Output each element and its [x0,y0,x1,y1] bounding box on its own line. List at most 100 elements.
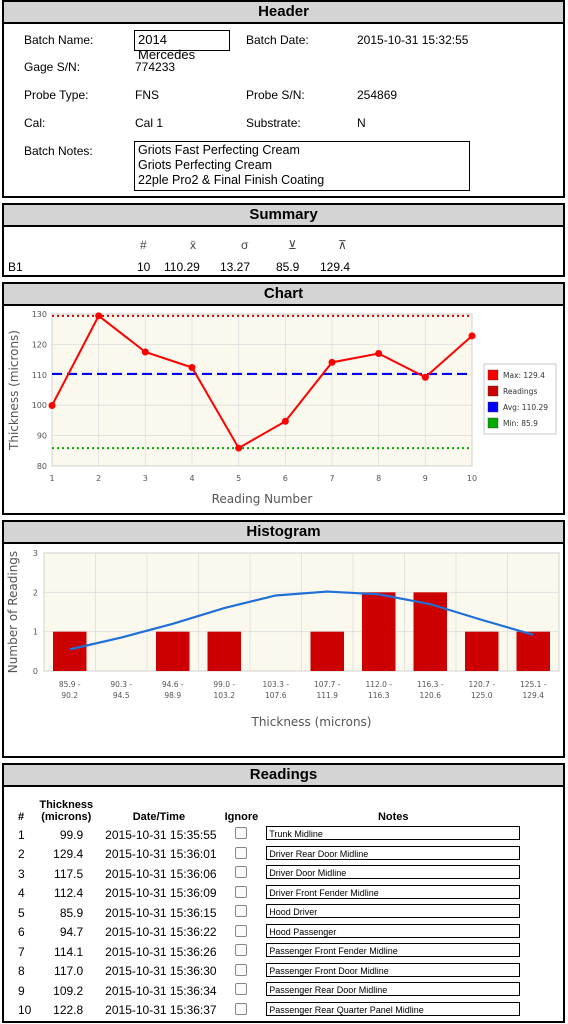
ignore-checkbox[interactable] [235,905,248,918]
reading-datetime: 2015-10-31 15:36:06 [105,866,217,881]
y-axis-label: Number of Readings [6,551,20,673]
reading-number: 3 [18,866,25,881]
summary-mean: 110.29 [164,260,200,274]
reading-note-field[interactable]: Passenger Rear Quarter Panel Midline [266,1001,521,1016]
data-point [281,417,289,425]
reading-datetime: 2015-10-31 15:36:34 [105,983,217,998]
reading-thickness: 129.4 [53,847,84,862]
header-title: Header [4,2,563,24]
col-datetime-header: Date/Time [132,811,186,823]
reading-number: 2 [18,847,25,862]
histogram-bar [516,631,550,671]
legend-swatch [487,385,499,397]
ignore-checkbox[interactable] [235,827,248,840]
x-tick-label: 8 [376,474,381,483]
reading-note-cell: Trunk Midline [262,825,524,845]
ignore-checkbox[interactable] [235,924,248,937]
reading-note-field[interactable]: Driver Rear Door Midline [266,845,521,860]
batch-notes-field[interactable]: Griots Fast Perfecting Cream Griots Perf… [134,141,470,191]
data-point [95,312,103,320]
batch-date-value: 2015-10-31 15:32:55 [357,33,469,47]
ignore-checkbox[interactable] [235,846,248,859]
histogram-bar [310,631,344,671]
ignore-cell [221,903,263,923]
batch-note-line: Griots Perfecting Cream [138,158,273,172]
ignore-cell [221,884,263,904]
x-tick-label: 2 [96,474,101,483]
reading-note-field[interactable]: Driver Door Midline [266,865,521,880]
line-chart: 1 2 3 4 5 6 7 8 9 10 80 90 100 110 120 130 Thickness (mi… [7,310,557,506]
chart-panel: Chart 1 2 3 4 5 6 7 8 9 10 80 90 100 110 120 130 Thickne… [2,282,565,515]
batch-note-line: Griots Fast Perfecting Cream [138,143,300,157]
plot-area [51,313,473,467]
reading-note-field[interactable]: Hood Driver [266,904,521,919]
reading-note-cell: Hood Driver [262,903,524,923]
ignore-checkbox[interactable] [235,983,248,996]
data-point [421,373,429,381]
col-ignore-header: Ignore [224,811,259,823]
ignore-cell [221,981,263,1001]
reading-thickness: 114.1 [54,944,84,959]
distribution-curve [69,590,534,651]
reading-note-cell: Hood Passenger [262,923,524,943]
x-tick-label: 125.0 [471,691,493,700]
x-tick-label: 9 [423,474,428,483]
legend-entry: Max: 129.4 [503,371,545,380]
x-tick-label: 116.3 [368,691,390,700]
x-tick-label: 10 [467,474,477,483]
data-point [375,350,383,358]
histogram-bar [53,631,87,671]
batch-name-field[interactable]: 2014 Mercedes [134,30,230,62]
x-tick-label: 103.3 - [262,680,289,689]
readings-panel: Readings # Thickness (microns) Date/Time… [2,763,565,1023]
x-axis-label: Thickness (microns) [251,715,372,729]
reading-note-field[interactable]: Passenger Front Door Midline [266,962,521,977]
gage-sn-label: Gage S/N: [24,60,81,74]
x-tick-label: 107.7 - [314,680,341,689]
legend-entry: Avg: 110.29 [503,403,548,412]
reading-note-field[interactable]: Hood Passenger [266,923,521,938]
legend-swatch [487,401,499,413]
ignore-checkbox[interactable] [235,963,248,976]
reading-thickness: 112.4 [54,886,84,901]
batch-name-label: Batch Name: [24,33,94,47]
reading-note-field[interactable]: Passenger Front Fender Midline [266,943,521,958]
ignore-checkbox[interactable] [235,866,248,879]
probe-sn-value: 254869 [357,88,398,102]
reading-note-cell: Passenger Rear Door Midline [262,981,524,1001]
table-row: 5 85.9 2015-10-31 15:36:15 Hood Driver [18,903,524,923]
ignore-checkbox[interactable] [235,885,248,898]
x-tick-label: 4 [189,474,194,483]
reading-note-field[interactable]: Trunk Midline [266,826,521,841]
col-number-header: # [18,811,25,823]
reading-note-field[interactable]: Driver Front Fender Midline [266,884,521,899]
x-tick-label: 116.3 - [417,680,444,689]
x-tick-label: 111.9 [317,691,339,700]
reading-thickness: 109.2 [53,983,84,998]
reading-thickness: 94.7 [59,925,84,940]
substrate-label: Substrate: [246,116,301,130]
ignore-cell [221,962,263,982]
batch-notes-label: Batch Notes: [24,144,93,158]
reading-note-field[interactable]: Passenger Rear Door Midline [266,982,521,997]
ignore-checkbox[interactable] [235,1002,248,1015]
reading-note-cell: Driver Door Midline [262,864,524,884]
x-tick-label: 125.1 - [520,680,547,689]
readings-title: Readings [4,765,563,787]
probe-sn-label: Probe S/N: [246,88,305,102]
x-tick-label: 103.2 [214,691,236,700]
col-thickness-label: Thickness [39,799,94,811]
reading-number: 6 [18,925,25,940]
gage-sn-value: 774233 [135,60,176,74]
ignore-cell [221,845,263,865]
ignore-checkbox[interactable] [235,944,248,957]
table-row: 1 99.9 2015-10-31 15:35:55 Trunk Midline [18,825,524,845]
reading-number: 1 [18,827,25,842]
legend-entry: Min: 85.9 [503,419,538,428]
table-row: 6 94.7 2015-10-31 15:36:22 Hood Passenger [18,923,524,943]
batch-date-label: Batch Date: [246,33,309,47]
reading-datetime: 2015-10-31 15:36:22 [105,925,217,940]
reading-number: 8 [18,964,25,979]
y-tick-label: 2 [33,588,38,597]
y-axis-label: Thickness (microns) [7,330,21,451]
